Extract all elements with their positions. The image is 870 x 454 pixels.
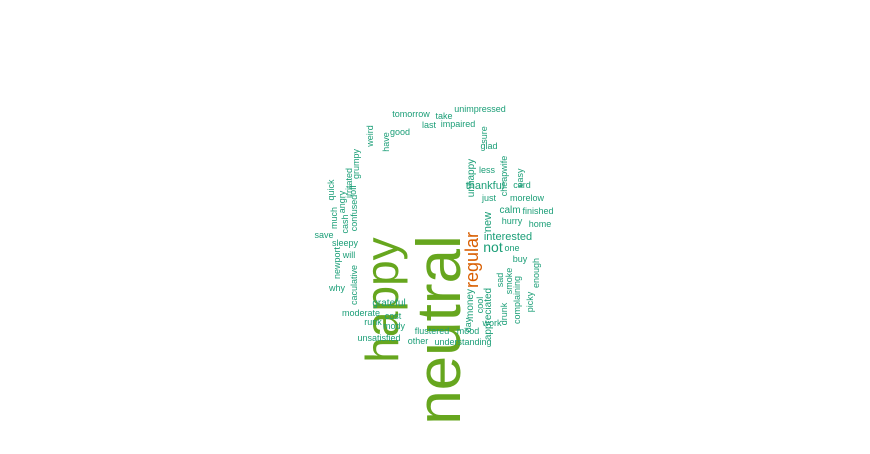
word-home: home — [529, 219, 552, 229]
word-calm: calm — [499, 205, 520, 216]
word-impaired: impaired — [441, 119, 476, 129]
word-weird: weird — [365, 125, 375, 148]
word-regular: regular — [462, 232, 482, 288]
word-quick: quick — [326, 179, 336, 201]
word-work: work — [481, 318, 502, 328]
word-glad: glad — [480, 141, 497, 151]
word-cool: cool — [475, 297, 485, 314]
word-interested: interested — [484, 231, 532, 243]
word-drunk: drunk — [499, 302, 509, 325]
word-grumpy: grumpy — [351, 148, 361, 179]
word-unimpressed: unimpressed — [454, 104, 506, 114]
word-picky: picky — [525, 291, 535, 312]
word-money: money — [465, 289, 476, 319]
word-have: have — [381, 132, 391, 152]
word-take: take — [435, 111, 452, 121]
word-moderate: moderate — [342, 308, 380, 318]
word-day: day — [463, 317, 473, 332]
word-just: just — [481, 193, 497, 203]
word-neutral: neutral — [405, 235, 474, 425]
word-angry: angry — [337, 190, 347, 213]
word-hurry: hurry — [502, 216, 523, 226]
word-why: why — [328, 283, 346, 293]
word-other: other — [408, 336, 429, 346]
word-cheapwife: cheapwife — [499, 156, 509, 197]
word-save: save — [314, 230, 333, 240]
word-buy: buy — [513, 254, 528, 264]
word-not: not — [483, 239, 503, 255]
word-unhappy: unhappy — [466, 159, 477, 197]
word-mody: mody — [383, 321, 406, 331]
word-morelow: morelow — [510, 193, 545, 203]
word-unsatisfied: unsatisfied — [357, 333, 400, 343]
word-mood: mood — [457, 326, 480, 336]
word-last: last — [422, 120, 437, 130]
word-confused: confused — [349, 195, 359, 232]
word-finished: finished — [522, 206, 553, 216]
word-newport: newport — [332, 246, 342, 279]
word-new: new — [482, 212, 494, 232]
word-smoke: smoke — [504, 268, 514, 295]
word-appreciated: appreciated — [483, 288, 494, 340]
word-understanding: understanding — [434, 337, 491, 347]
word-cost: cost — [385, 311, 402, 321]
word-tomorrow: tomorrow — [392, 109, 430, 119]
word-easy: easy — [515, 168, 525, 188]
word-card: card — [513, 180, 531, 190]
word-caculative: caculative — [349, 265, 359, 305]
word-off: off — [348, 185, 358, 195]
word-good: good — [390, 127, 410, 137]
word-happy: happy — [356, 237, 408, 362]
word-sad: sad — [495, 273, 505, 288]
word-grateful: grateful — [372, 298, 405, 309]
word-will: will — [342, 250, 356, 260]
word-flustered: flustered — [415, 326, 450, 336]
word-cash: cash — [340, 214, 350, 233]
word-runk: runk — [364, 317, 382, 327]
word-much: much — [329, 207, 339, 229]
word-one: one — [504, 243, 519, 253]
word-complaining: complaining — [512, 276, 522, 324]
word-less: less — [479, 165, 496, 175]
word-thankful: thankful — [466, 180, 505, 192]
word-sleepy: sleepy — [332, 238, 359, 248]
word-sure: sure — [479, 126, 489, 144]
word-enough: enough — [531, 258, 541, 288]
word-irritated: irritated — [344, 168, 354, 198]
